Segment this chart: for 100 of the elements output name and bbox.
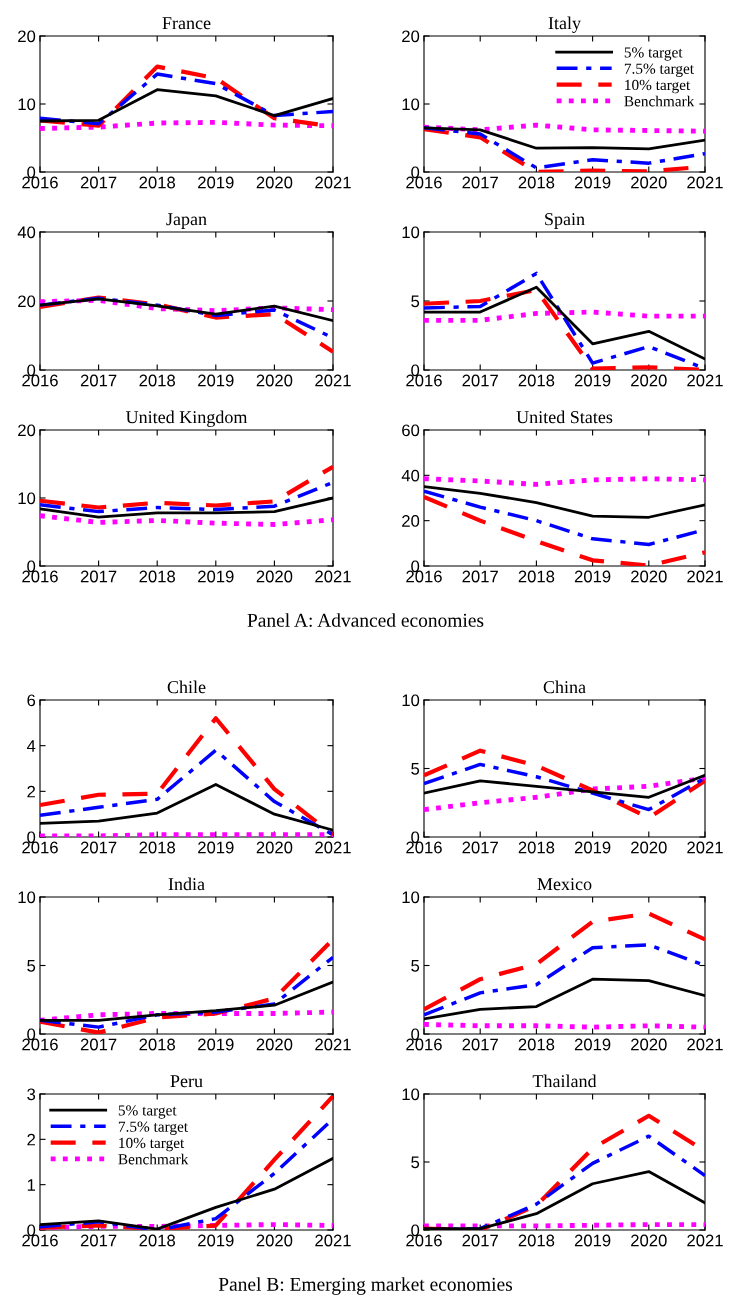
y-tick-label: 40	[401, 469, 420, 482]
y-tick-label: 2	[27, 785, 35, 798]
y-tick-label: 60	[402, 424, 420, 437]
x-tick-label: 2020	[256, 570, 293, 583]
x-tick-label: 2018	[518, 1038, 555, 1051]
y-tick-label: 10	[402, 891, 420, 904]
y-tick-label: 10	[18, 891, 36, 904]
line-series	[424, 762, 705, 812]
y-tick-label: 10	[402, 694, 420, 707]
line-series	[40, 297, 333, 314]
chart-title: India	[168, 877, 205, 891]
y-tick-label: 5	[27, 960, 36, 972]
x-tick-label: 2018	[139, 570, 176, 583]
x-tick-label: 2021	[315, 176, 351, 189]
x-tick-label: 2017	[80, 570, 117, 583]
y-tick-label: 6	[27, 694, 36, 707]
legend-label: 5% target	[624, 47, 683, 61]
x-tick-label: 2019	[574, 841, 611, 854]
x-tick-label: 2019	[198, 374, 234, 387]
text: Panel A: Advanced economies	[247, 613, 484, 627]
chart-title: Peru	[170, 1075, 203, 1088]
x-tick-label: 2018	[139, 176, 176, 189]
x-tick-label: 2018	[518, 570, 555, 583]
line-series	[40, 119, 333, 131]
x-tick-label: 2020	[631, 374, 667, 387]
y-tick-label: 5	[411, 763, 420, 775]
line-series	[40, 480, 333, 514]
x-tick-label: 2021	[315, 374, 351, 387]
x-tick-label: 2021	[687, 1038, 723, 1051]
chart-title: Mexico	[537, 878, 592, 891]
legend-label: 7.5% target	[624, 63, 694, 77]
x-tick-label: 2021	[687, 374, 723, 387]
x-tick-label: 2017	[462, 570, 498, 583]
x-tick-label: 2020	[256, 176, 293, 189]
x-tick-label: 2020	[631, 1038, 667, 1051]
x-tick-label: 2017	[80, 1234, 117, 1247]
text: Panel B: Emerging market economies	[218, 1277, 513, 1295]
line-series	[40, 72, 333, 126]
x-tick-label: 2020	[256, 1038, 293, 1051]
x-tick-label: 2019	[198, 1038, 234, 1051]
line-series	[40, 464, 333, 510]
x-tick-label: 2017	[462, 1234, 498, 1247]
chart-title: China	[543, 680, 586, 694]
y-tick-label: 1	[27, 1179, 36, 1191]
y-tick-label: 20	[18, 295, 36, 308]
x-tick-label: 2020	[631, 841, 667, 854]
y-tick-label: 10	[402, 1088, 420, 1101]
x-tick-label: 2019	[574, 1038, 611, 1051]
y-tick-label: 20	[18, 424, 36, 437]
chart-title: United Kingdom	[125, 410, 248, 427]
x-tick-label: 2017	[462, 374, 498, 387]
x-tick-label: 2019	[198, 176, 234, 189]
y-tick-label: 10	[402, 98, 420, 111]
legend-label: 10% target	[119, 1137, 185, 1152]
y-tick-label: 40	[17, 226, 36, 239]
x-tick-label: 2021	[315, 1234, 351, 1247]
x-tick-label: 2019	[574, 1234, 611, 1247]
legend-label: Benchmark	[624, 95, 695, 107]
y-tick-label: 20	[402, 30, 420, 43]
x-tick-label: 2018	[139, 1234, 176, 1247]
y-tick-label: 2	[27, 1133, 35, 1146]
line-series	[424, 775, 705, 813]
x-tick-label: 2019	[198, 570, 234, 583]
chart-title: Japan	[166, 213, 207, 229]
y-tick-label: 5	[411, 960, 420, 972]
y-tick-label: 20	[18, 30, 36, 43]
x-tick-label: 2021	[315, 570, 351, 583]
y-tick-label: 10	[18, 98, 36, 111]
legend-label: 7.5% target	[118, 1121, 188, 1135]
y-tick-label: 20	[402, 515, 420, 527]
x-tick-label: 2020	[631, 570, 667, 583]
y-tick-label: 4	[26, 740, 36, 752]
x-tick-label: 2017	[462, 841, 498, 854]
x-tick-label: 2017	[80, 374, 117, 387]
x-tick-label: 2018	[518, 841, 555, 854]
legend-label: 5% target	[118, 1105, 177, 1119]
x-tick-label: 2017	[80, 176, 117, 189]
chart-title: Chile	[167, 680, 206, 694]
y-tick-label: 3	[27, 1088, 36, 1101]
line-series	[40, 513, 333, 527]
line-series	[424, 911, 705, 1012]
legend-label: Benchmark	[118, 1153, 189, 1165]
x-tick-label: 2020	[256, 841, 293, 854]
x-tick-label: 2018	[139, 374, 176, 387]
x-tick-label: 2017	[80, 1038, 117, 1051]
x-tick-label: 2021	[315, 841, 351, 854]
x-tick-label: 2018	[139, 841, 176, 854]
x-tick-label: 2018	[518, 374, 555, 387]
x-tick-label: 2018	[139, 1038, 176, 1051]
chart-title: United States	[516, 410, 613, 424]
line-series	[424, 122, 705, 134]
x-tick-label: 2021	[687, 176, 723, 189]
line-series	[424, 309, 705, 323]
chart-title: Spain	[545, 213, 585, 229]
chart-title: Italy	[548, 16, 581, 33]
legend-label: 10% target	[625, 79, 691, 94]
chart-title: France	[162, 17, 211, 30]
x-tick-label: 2020	[256, 374, 293, 387]
x-tick-label: 2021	[687, 1234, 723, 1247]
x-tick-label: 2018	[518, 1234, 555, 1247]
